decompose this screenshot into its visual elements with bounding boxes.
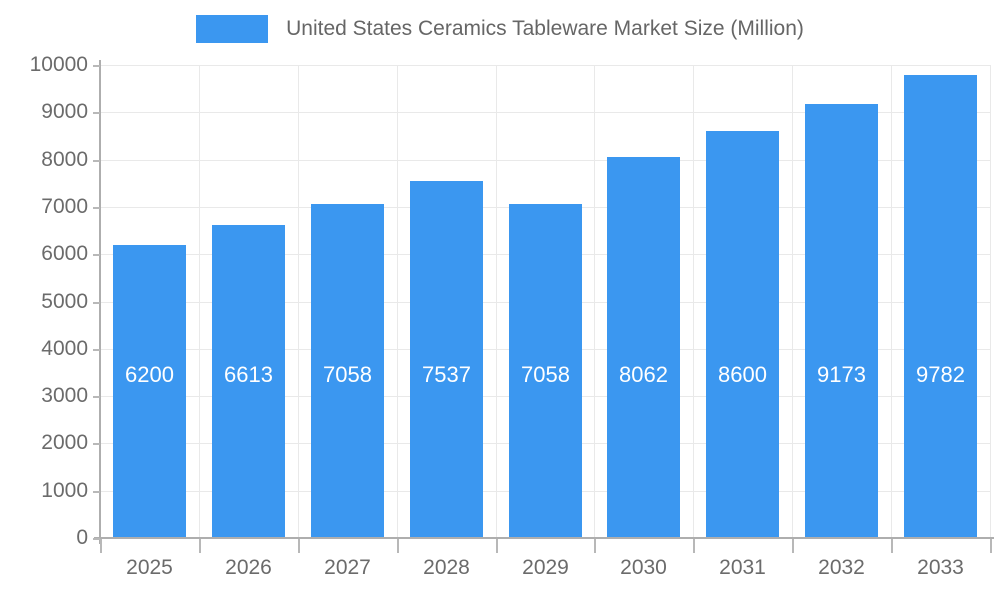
bar-value-label: 6613: [224, 362, 273, 387]
bar-value-label: 9173: [817, 362, 866, 387]
gridline-vertical: [298, 65, 299, 538]
bar-value-label: 9782: [916, 362, 965, 387]
x-axis-tick-mark: [594, 539, 596, 553]
plot-area: 6200 6613 7058 7537 7058 8062 8600 9173 9782: [100, 65, 991, 539]
bar[interactable]: 8062: [607, 157, 680, 538]
y-axis-line: [99, 60, 101, 544]
x-axis-tick-label: 2027: [324, 556, 371, 579]
bar[interactable]: 9782: [904, 75, 977, 538]
bar[interactable]: 7537: [410, 181, 483, 538]
bar-value-label: 6200: [125, 362, 174, 387]
x-axis-tick-label: 2033: [917, 556, 964, 579]
gridline-vertical: [594, 65, 595, 538]
x-axis-tick-label: 2026: [225, 556, 272, 579]
y-axis-tick-label: 0: [76, 526, 88, 549]
gridline-vertical: [496, 65, 497, 538]
y-axis-tick-label: 5000: [41, 289, 88, 313]
gridline-vertical: [397, 65, 398, 538]
x-axis-tick-mark: [397, 539, 399, 553]
gridline-vertical: [693, 65, 694, 538]
x-axis-tick-label: 2031: [719, 556, 766, 579]
legend-entry[interactable]: United States Ceramics Tableware Market …: [196, 15, 804, 43]
gridline-vertical: [199, 65, 200, 538]
gridline-vertical: [891, 65, 892, 538]
bar[interactable]: 6613: [212, 225, 285, 538]
x-axis-tick-label: 2029: [522, 556, 569, 579]
x-axis-tick-mark: [298, 539, 300, 553]
x-axis-tick-mark: [891, 539, 893, 553]
bar-value-label: 8062: [619, 362, 668, 387]
bar[interactable]: 9173: [805, 104, 878, 538]
y-axis-tick-label: 3000: [41, 384, 88, 408]
gridline-vertical: [990, 65, 991, 538]
bar[interactable]: 7058: [509, 204, 582, 538]
y-axis-tick-label: 8000: [41, 147, 88, 171]
gridline-horizontal: [100, 160, 990, 161]
y-axis-tick-label: 7000: [41, 194, 88, 218]
x-axis-tick-label: 2025: [126, 556, 173, 579]
x-axis-tick-mark: [496, 539, 498, 553]
bar[interactable]: 7058: [311, 204, 384, 538]
gridline-vertical: [792, 65, 793, 538]
y-axis-tick-label: 1000: [41, 478, 88, 502]
legend-label: United States Ceramics Tableware Market …: [286, 17, 804, 40]
y-axis-tick-label: 2000: [41, 431, 88, 455]
x-axis-line: [94, 537, 994, 539]
gridline-horizontal: [100, 65, 990, 66]
bar[interactable]: 6200: [113, 245, 186, 538]
x-axis-tick-mark: [792, 539, 794, 553]
x-axis-tick-mark: [693, 539, 695, 553]
y-axis-tick-label: 6000: [41, 242, 88, 266]
bar-value-label: 8600: [718, 362, 767, 387]
bar-value-label: 7058: [323, 362, 372, 387]
chart-legend: United States Ceramics Tableware Market …: [0, 0, 1000, 58]
y-axis-tick-label: 9000: [41, 100, 88, 124]
x-axis-tick-label: 2032: [818, 556, 865, 579]
bar-value-label: 7058: [521, 362, 570, 387]
y-axis-tick-label: 4000: [41, 336, 88, 360]
gridline-horizontal: [100, 112, 990, 113]
bar[interactable]: 8600: [706, 131, 779, 538]
x-axis-tick-label: 2030: [620, 556, 667, 579]
x-axis-tick-mark: [199, 539, 201, 553]
legend-color-swatch: [196, 15, 269, 43]
bar-value-label: 7537: [422, 362, 471, 387]
x-axis-tick-label: 2028: [423, 556, 470, 579]
x-axis-tick-mark: [990, 539, 992, 553]
